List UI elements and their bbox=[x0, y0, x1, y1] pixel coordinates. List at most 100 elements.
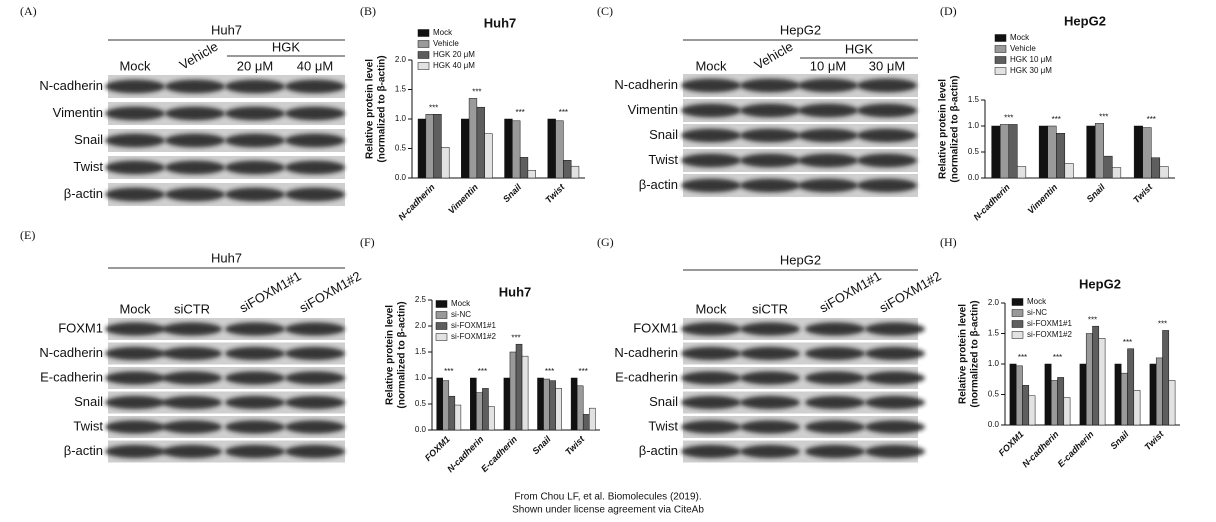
x-tick-label: Snail bbox=[501, 182, 524, 205]
y-tick-label: 0.0 bbox=[395, 173, 407, 182]
x-tick-label: E-cadherin bbox=[479, 434, 519, 474]
row-label: β-actin bbox=[639, 443, 678, 458]
significance: *** bbox=[1053, 353, 1062, 362]
legend-swatch bbox=[417, 51, 430, 59]
band bbox=[798, 128, 858, 143]
cell-line: Huh7 bbox=[211, 22, 242, 37]
band bbox=[285, 395, 345, 410]
bar bbox=[512, 120, 521, 179]
cell-line: HepG2 bbox=[780, 252, 821, 267]
panel-label: (C) bbox=[597, 4, 613, 18]
y-tick-label: 2.5 bbox=[415, 295, 427, 304]
y-tick-label: 0.5 bbox=[988, 390, 1000, 399]
y-axis-label: Relative protein level bbox=[385, 305, 396, 405]
legend-swatch bbox=[435, 311, 448, 319]
band bbox=[165, 79, 225, 94]
bar bbox=[1120, 372, 1128, 426]
band bbox=[105, 133, 165, 148]
lane-label: Vehicle bbox=[752, 39, 796, 73]
bar bbox=[454, 404, 462, 431]
y-axis-label: Relative protein level bbox=[938, 79, 949, 179]
row-label: Twist bbox=[648, 418, 678, 433]
band bbox=[865, 420, 925, 434]
bar bbox=[1028, 395, 1036, 426]
y-axis-label: (normalized to β-actin) bbox=[950, 75, 961, 182]
bar bbox=[547, 118, 556, 179]
row-label: Twist bbox=[73, 159, 103, 174]
x-tick-label: Vimentin bbox=[1026, 182, 1060, 216]
blot-strip bbox=[683, 367, 918, 389]
band bbox=[798, 178, 858, 193]
bar bbox=[1085, 333, 1093, 426]
bar bbox=[1103, 155, 1113, 179]
band bbox=[225, 79, 285, 94]
row-label: Snail bbox=[74, 132, 103, 147]
bar bbox=[468, 98, 478, 179]
bar bbox=[1050, 380, 1058, 426]
bar bbox=[515, 343, 523, 431]
bar bbox=[470, 377, 477, 431]
footer: Shown under license agreement via CiteAb bbox=[512, 505, 704, 516]
bar bbox=[442, 380, 450, 431]
significance: *** bbox=[1147, 115, 1156, 124]
bar bbox=[582, 414, 590, 431]
bar bbox=[1047, 125, 1057, 179]
significance: *** bbox=[1088, 315, 1097, 324]
band bbox=[225, 371, 285, 385]
significance: *** bbox=[1099, 113, 1108, 122]
band bbox=[740, 444, 800, 459]
significance: *** bbox=[1123, 338, 1132, 347]
chart-title: HepG2 bbox=[1079, 276, 1121, 291]
bar bbox=[1133, 389, 1141, 426]
lane-label: 40 μM bbox=[297, 58, 333, 73]
band bbox=[681, 371, 741, 385]
bar bbox=[1038, 125, 1048, 179]
bar bbox=[482, 388, 489, 431]
row-label: β-actin bbox=[639, 177, 678, 192]
chart-title: Huh7 bbox=[499, 284, 532, 299]
band bbox=[681, 322, 741, 336]
panel-label: (D) bbox=[940, 4, 957, 18]
band bbox=[740, 153, 800, 168]
chart-title: Huh7 bbox=[484, 15, 517, 30]
legend-swatch bbox=[417, 40, 430, 48]
lane-label: Mock bbox=[119, 301, 151, 316]
y-axis-label: (normalized to β-actin) bbox=[397, 301, 408, 408]
panel-label: (B) bbox=[360, 4, 376, 18]
bar bbox=[1159, 166, 1169, 179]
band bbox=[285, 444, 345, 459]
significance: *** bbox=[559, 108, 568, 117]
band bbox=[225, 395, 285, 410]
band bbox=[162, 371, 222, 385]
band bbox=[105, 160, 165, 175]
band bbox=[162, 395, 222, 410]
legend-swatch bbox=[417, 62, 430, 70]
bar bbox=[484, 133, 493, 179]
bar bbox=[1112, 167, 1122, 179]
bar bbox=[999, 124, 1010, 179]
x-tick-label: Twist bbox=[563, 433, 587, 457]
lane-label: 20 μM bbox=[237, 58, 273, 73]
band bbox=[285, 133, 345, 148]
legend-swatch bbox=[435, 333, 448, 341]
row-label: FOXM1 bbox=[633, 320, 678, 335]
band bbox=[105, 395, 165, 410]
bar bbox=[436, 377, 444, 431]
row-label: N-cadherin bbox=[614, 345, 678, 360]
band bbox=[857, 178, 917, 193]
band bbox=[798, 78, 858, 93]
bar bbox=[537, 377, 544, 431]
lane-label: Mock bbox=[695, 301, 727, 316]
significance: *** bbox=[444, 367, 453, 376]
treatment-group: HGK bbox=[845, 41, 874, 56]
band bbox=[805, 420, 865, 434]
legend-label: Vehicle bbox=[1010, 44, 1036, 53]
legend-label: si-FOXM1#2 bbox=[451, 332, 496, 341]
legend-swatch bbox=[435, 322, 448, 330]
significance: *** bbox=[478, 367, 487, 376]
row-label: FOXM1 bbox=[58, 320, 103, 335]
lane-label: siFOXM1#2 bbox=[297, 268, 364, 315]
y-tick-label: 1.5 bbox=[415, 347, 427, 356]
significance: *** bbox=[429, 103, 438, 112]
